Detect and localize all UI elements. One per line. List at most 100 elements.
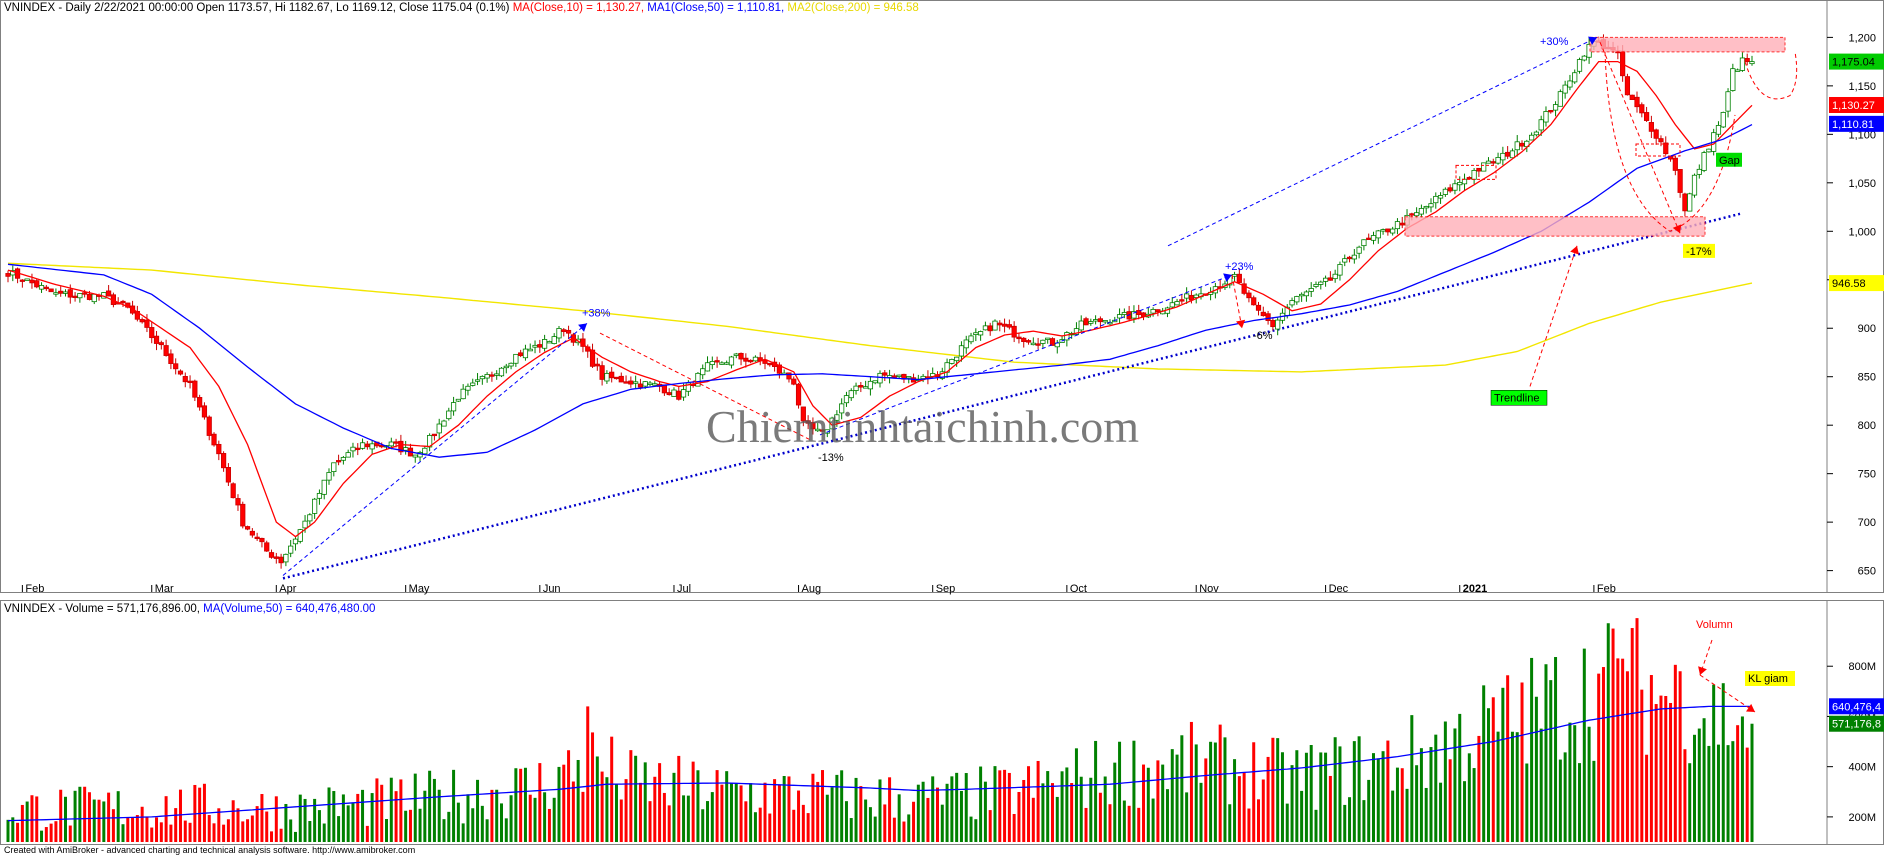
volume-bar	[763, 782, 767, 842]
volume-bar	[49, 823, 53, 842]
volume-bar	[155, 817, 159, 842]
candle-body	[1318, 281, 1324, 285]
candle-body	[589, 349, 596, 367]
volume-bar	[289, 819, 293, 842]
price-tick-label: 650	[1858, 566, 1876, 578]
candle-body	[680, 389, 687, 398]
volume-bar	[1084, 807, 1088, 842]
candle-body	[120, 300, 126, 304]
candle-body	[221, 453, 227, 469]
volume-bar	[1319, 752, 1323, 842]
candle-body	[714, 360, 720, 363]
volume-bar	[1415, 765, 1419, 842]
volume-bar	[1458, 713, 1462, 842]
candle-body	[609, 371, 615, 379]
volume-bar	[298, 794, 302, 842]
volume-bar	[835, 774, 839, 842]
candle-body	[484, 374, 490, 379]
volume-bar	[1443, 721, 1447, 842]
candle-body	[978, 331, 984, 336]
volume-bar	[945, 783, 949, 842]
volume-bar	[169, 824, 173, 842]
volume-bar	[1309, 745, 1313, 842]
volume-bar	[279, 828, 283, 842]
volume-bar	[1635, 618, 1639, 842]
volume-bar	[1324, 752, 1328, 842]
candle-body	[72, 295, 78, 299]
volume-bar	[1716, 744, 1720, 842]
candle-body	[1414, 212, 1420, 217]
volume-bar	[854, 777, 858, 842]
candle-body	[992, 320, 998, 331]
volume-bar	[1448, 759, 1452, 842]
candle-body	[1375, 230, 1381, 239]
volume-bar	[25, 801, 29, 842]
volume-bar	[1098, 792, 1102, 842]
volume-bar	[303, 798, 307, 842]
volume-bar	[1094, 740, 1098, 842]
volume-bar	[174, 808, 178, 842]
volume-bar	[1563, 752, 1567, 842]
volume-bar	[1113, 762, 1117, 842]
candle-body	[460, 388, 466, 400]
volume-bar	[1515, 732, 1519, 842]
candle-body	[158, 342, 164, 346]
volume-bar	[1477, 735, 1481, 842]
trendline	[282, 212, 1741, 580]
volume-bar	[198, 787, 202, 842]
volume-bar	[1549, 680, 1553, 842]
candle-body	[1466, 177, 1472, 180]
volume-bar	[873, 816, 877, 842]
volume-bar	[1352, 741, 1356, 842]
candle-body	[954, 356, 960, 362]
volume-bar	[1707, 745, 1711, 842]
volume-bar	[955, 772, 959, 842]
volume-bar	[317, 810, 321, 842]
volume-bar	[792, 809, 796, 842]
candle-body	[1332, 273, 1338, 280]
candle-body	[1735, 69, 1741, 72]
annotation-kl-giam: KL giam	[1748, 673, 1788, 685]
candle-body	[805, 420, 811, 424]
volume-bar	[567, 750, 571, 842]
volume-bar	[476, 779, 480, 842]
header-ma10: MA(Close,10) = 1,130.27,	[512, 2, 645, 14]
volume-bar	[1625, 671, 1629, 842]
volume-bar	[164, 796, 168, 842]
candle-body	[1409, 213, 1415, 216]
candle-body	[1648, 122, 1654, 132]
volume-bar	[1558, 759, 1562, 842]
watermark: Chiemtinhtaichinh.com	[706, 401, 1140, 452]
volume-bar	[442, 819, 446, 842]
volume-bar	[30, 795, 34, 842]
volume-bar	[504, 818, 508, 842]
volume-header-prefix: VNINDEX - Volume = 571,176,896.00,	[4, 603, 200, 615]
candle-body	[1241, 283, 1247, 294]
volume-bar	[1185, 792, 1189, 842]
volume-bar	[768, 813, 772, 842]
candle-body	[393, 441, 399, 444]
volume-bar	[1199, 782, 1203, 842]
candle-body	[38, 285, 45, 290]
volume-bar	[725, 771, 729, 842]
candle-body	[345, 452, 351, 458]
volumn-pointer-arrow	[1698, 666, 1707, 675]
volume-bar	[988, 810, 992, 842]
volume-bar	[581, 791, 585, 842]
volume-bar	[921, 781, 925, 842]
trendline-label-bg	[1490, 390, 1548, 406]
candle-body	[843, 395, 850, 404]
candle-body	[1658, 138, 1664, 143]
header-ma50: MA1(Close,50) = 1,110.81,	[644, 2, 785, 14]
candle-body	[1246, 292, 1252, 299]
volume-bar	[131, 817, 135, 842]
volume-bar	[1410, 715, 1414, 842]
volume-bar	[284, 803, 288, 842]
volume-bar	[1343, 804, 1347, 842]
minus17-bg	[1683, 243, 1715, 258]
candle-body	[1725, 91, 1731, 112]
candle-body	[565, 329, 572, 334]
volume-bar	[706, 801, 710, 842]
candle-body	[1270, 320, 1276, 328]
